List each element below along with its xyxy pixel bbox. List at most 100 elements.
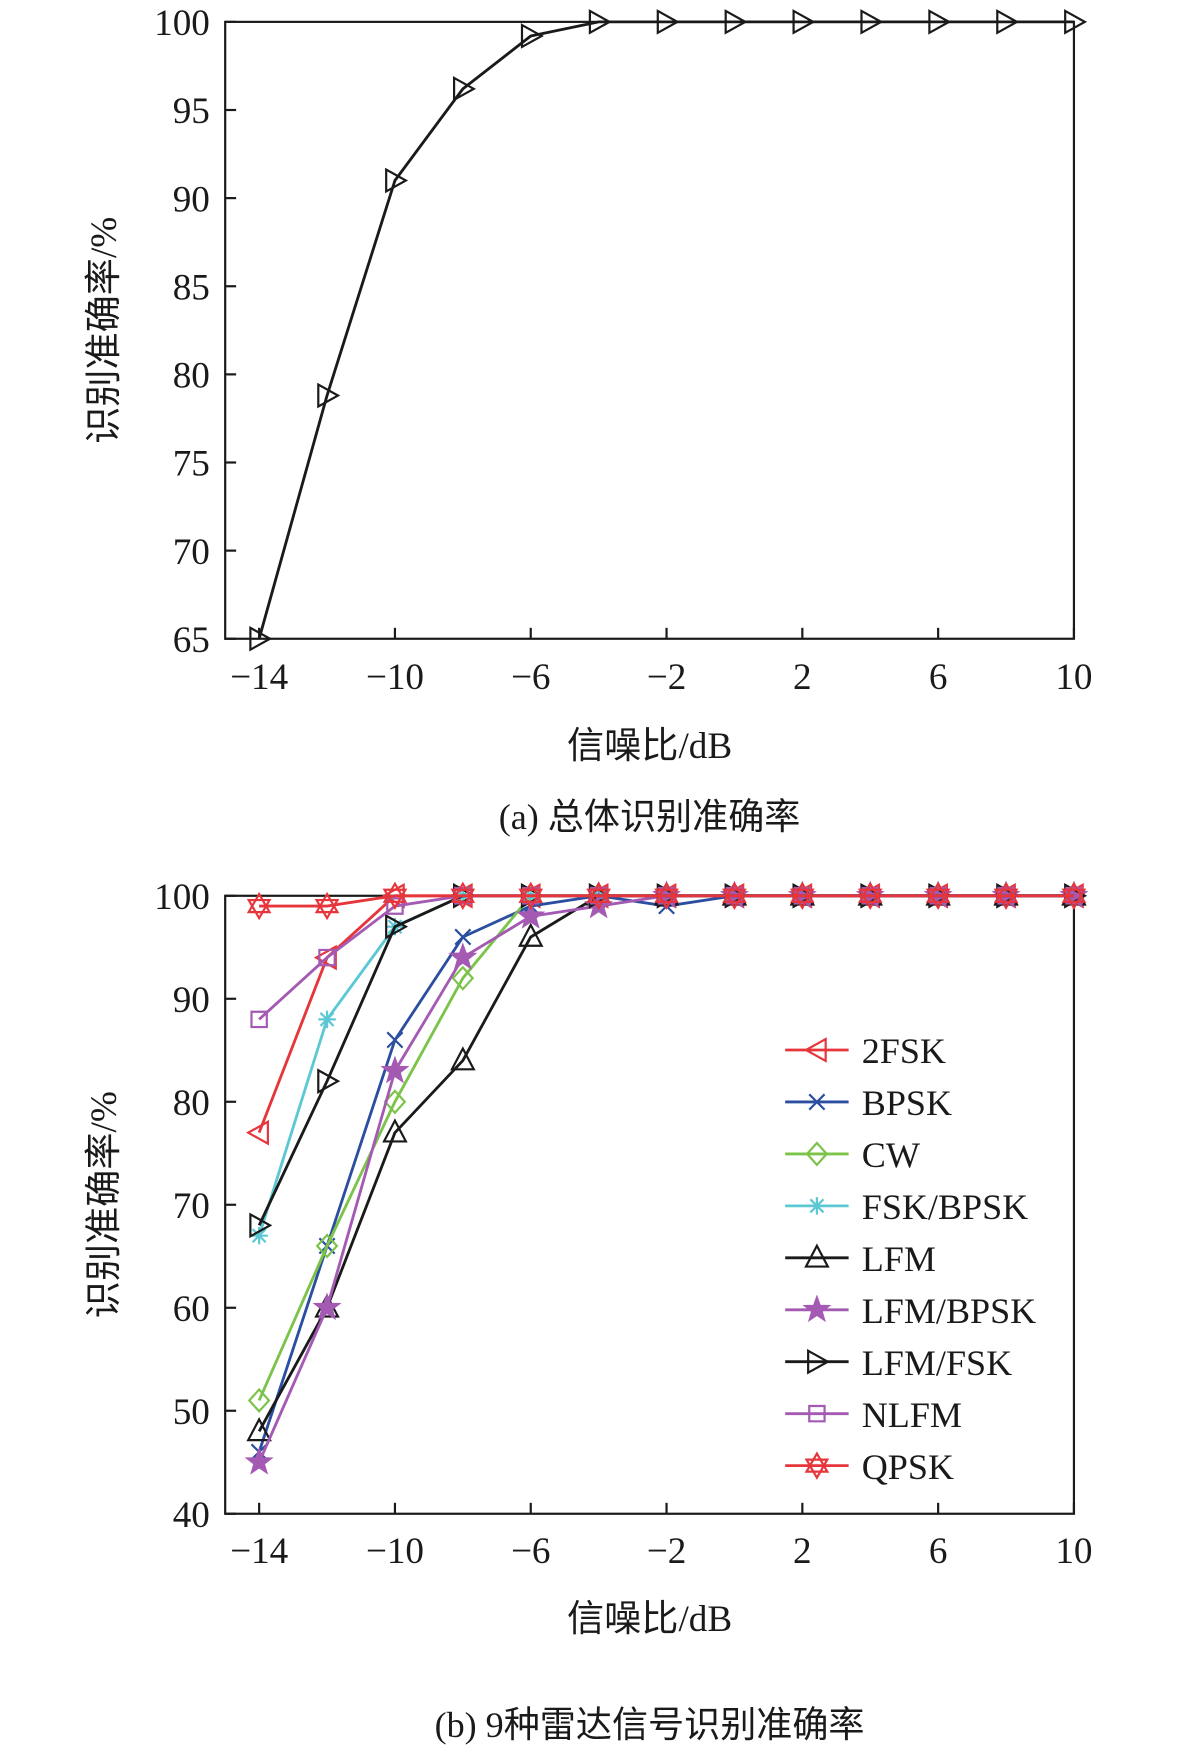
legend-marker-lfm-bpsk xyxy=(802,1294,832,1323)
legend-entry-2fsk: 2FSK xyxy=(785,1031,946,1071)
data-point-qpsk xyxy=(450,881,476,910)
data-point-cw xyxy=(247,1387,271,1414)
legend-entry-cw: CW xyxy=(785,1135,920,1175)
data-point-overall-accuracy xyxy=(928,9,952,35)
series-group xyxy=(249,9,1088,652)
x-tick-label: −6 xyxy=(511,657,551,698)
data-point-overall-accuracy xyxy=(656,9,680,35)
x-tick-label: −14 xyxy=(230,1531,288,1572)
data-point-qpsk xyxy=(382,881,408,910)
legend-entry-qpsk: QPSK xyxy=(785,1447,954,1487)
data-point-lfm-bpsk xyxy=(380,1055,410,1084)
legend-marker-fsk-bpsk xyxy=(808,1197,826,1215)
legend-marker-2fsk xyxy=(803,1037,827,1063)
legend-entry-lfm-bpsk: LFM/BPSK xyxy=(785,1291,1036,1331)
series-line-fsk-bpsk xyxy=(257,894,1074,1237)
series-cw xyxy=(247,883,1086,1414)
series-overall-accuracy xyxy=(249,9,1088,652)
data-point-nlfm xyxy=(386,897,404,915)
data-point-qpsk xyxy=(857,881,883,910)
y-tick-label: 95 xyxy=(173,91,210,132)
data-point-qpsk xyxy=(925,881,951,910)
y-tick-label: 80 xyxy=(173,1083,210,1124)
x-tick-label: 6 xyxy=(929,1531,948,1572)
x-tick-label: −6 xyxy=(511,1531,551,1572)
data-point-lfm xyxy=(450,1046,476,1071)
legend-label-lfm-bpsk: LFM/BPSK xyxy=(862,1291,1036,1331)
x-axis: −14 −10 −6 −2 2 6 10 xyxy=(230,627,1093,698)
data-point-fsk-bpsk xyxy=(318,1010,336,1029)
x-tick-label: 10 xyxy=(1055,657,1092,698)
x-axis-label: 信噪比/dB xyxy=(567,726,732,767)
x-tick-label: −10 xyxy=(366,657,424,698)
legend-entry-lfm: LFM xyxy=(785,1239,936,1279)
legend-entry-lfm-fsk: LFM/FSK xyxy=(785,1343,1012,1383)
x-tick-label: −2 xyxy=(647,1531,687,1572)
data-point-overall-accuracy xyxy=(452,76,477,102)
legend-marker-qpsk xyxy=(804,1451,830,1480)
y-axis-label: 识别准确率/% xyxy=(83,1091,125,1318)
legend-marker-cw xyxy=(805,1141,829,1167)
y-tick-label: 65 xyxy=(173,620,210,661)
data-point-lfm-bpsk xyxy=(448,942,478,970)
legend-label-2fsk: 2FSK xyxy=(862,1031,946,1071)
series-line-overall-accuracy xyxy=(257,20,1074,640)
legend-label-lfm: LFM xyxy=(862,1239,936,1279)
data-point-lfm-fsk xyxy=(249,1212,273,1239)
data-point-bpsk xyxy=(454,928,472,946)
data-point-lfm-fsk xyxy=(385,913,409,940)
data-point-qpsk xyxy=(654,881,679,910)
data-point-qpsk xyxy=(722,881,747,910)
data-point-bpsk xyxy=(386,1031,404,1049)
x-axis: −14 −10 −6 −2 2 6 10 xyxy=(230,1502,1093,1572)
legend: 2FSK BPSK CW FSK/BPSK LFM LFM/BPSK LFM/FSK NLFM… xyxy=(785,1031,1036,1487)
x-tick-label: 6 xyxy=(929,657,948,698)
data-point-overall-accuracy xyxy=(996,9,1020,35)
legend-marker-nlfm xyxy=(808,1404,826,1423)
y-axis: 65 70 75 80 85 90 95 100 xyxy=(154,3,237,661)
x-tick-label: 2 xyxy=(793,657,812,698)
legend-label-fsk-bpsk: FSK/BPSK xyxy=(862,1187,1028,1227)
data-point-qpsk xyxy=(246,891,272,921)
panel-caption: (a) 总体识别准确率 xyxy=(499,797,801,837)
y-tick-label: 40 xyxy=(173,1495,210,1536)
y-tick-label: 80 xyxy=(173,356,210,397)
panel-a-overall-accuracy-chart: −14 −10 −6 −2 2 6 10 65 70 75 80 85 90 95 100 信噪比/dB 识别准… xyxy=(83,3,1093,837)
legend-marker-lfm xyxy=(804,1243,830,1268)
data-point-qpsk xyxy=(790,881,815,910)
y-tick-label: 100 xyxy=(154,3,210,44)
legend-label-qpsk: QPSK xyxy=(862,1447,954,1487)
x-axis-label: 信噪比/dB xyxy=(567,1599,732,1640)
data-point-overall-accuracy xyxy=(1064,9,1088,35)
x-tick-label: 2 xyxy=(793,1531,812,1572)
x-tick-label: 10 xyxy=(1055,1531,1092,1572)
data-point-lfm-fsk xyxy=(317,1068,341,1094)
y-tick-label: 100 xyxy=(154,877,210,918)
data-point-overall-accuracy xyxy=(588,9,612,35)
panel-b-per-signal-accuracy-chart: −14 −10 −6 −2 2 6 10 40 50 60 70 80 90 100 信噪比/dB 识别准确率… xyxy=(83,877,1093,1745)
data-point-lfm xyxy=(246,1416,272,1442)
legend-marker-lfm-fsk xyxy=(807,1348,831,1375)
data-point-nlfm xyxy=(318,948,336,967)
data-point-lfm-bpsk xyxy=(244,1446,274,1475)
data-point-nlfm xyxy=(250,1010,268,1029)
series-group xyxy=(244,880,1089,1475)
y-tick-label: 75 xyxy=(173,444,210,485)
y-axis-label: 识别准确率/% xyxy=(83,217,125,444)
data-point-fsk-bpsk xyxy=(250,1226,268,1245)
data-point-cw xyxy=(451,965,475,991)
data-point-overall-accuracy xyxy=(860,9,884,35)
legend-entry-bpsk: BPSK xyxy=(785,1083,952,1123)
data-point-qpsk xyxy=(993,881,1019,910)
series-lfm-bpsk xyxy=(244,880,1089,1475)
legend-label-cw: CW xyxy=(862,1135,920,1175)
y-tick-label: 70 xyxy=(173,532,210,573)
data-point-qpsk xyxy=(518,881,544,910)
legend-marker-bpsk xyxy=(808,1093,826,1111)
data-point-overall-accuracy xyxy=(249,625,273,652)
legend-entry-fsk-bpsk: FSK/BPSK xyxy=(785,1187,1028,1227)
data-point-qpsk xyxy=(1061,881,1087,910)
data-point-qpsk xyxy=(586,881,611,910)
series-qpsk xyxy=(246,881,1087,921)
